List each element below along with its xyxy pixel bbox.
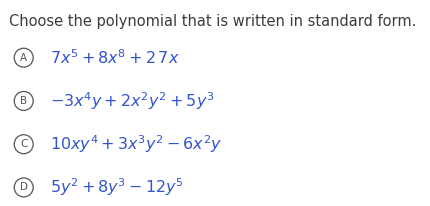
Text: $7x^5 + 8x^8 + 2\,7x$: $7x^5 + 8x^8 + 2\,7x$ (49, 48, 179, 67)
Text: C: C (20, 139, 28, 149)
Text: $5y^2 + 8y^3 - 12y^5$: $5y^2 + 8y^3 - 12y^5$ (49, 177, 183, 198)
Text: $10xy^4 + 3x^3y^2 - 6x^2y$: $10xy^4 + 3x^3y^2 - 6x^2y$ (49, 133, 221, 155)
Text: Choose the polynomial that is written in standard form.: Choose the polynomial that is written in… (9, 14, 415, 29)
Text: B: B (20, 96, 27, 106)
Text: D: D (20, 183, 28, 192)
Text: $-3x^4y + 2x^2y^2 + 5y^3$: $-3x^4y + 2x^2y^2 + 5y^3$ (49, 90, 213, 112)
Text: A: A (20, 53, 27, 63)
